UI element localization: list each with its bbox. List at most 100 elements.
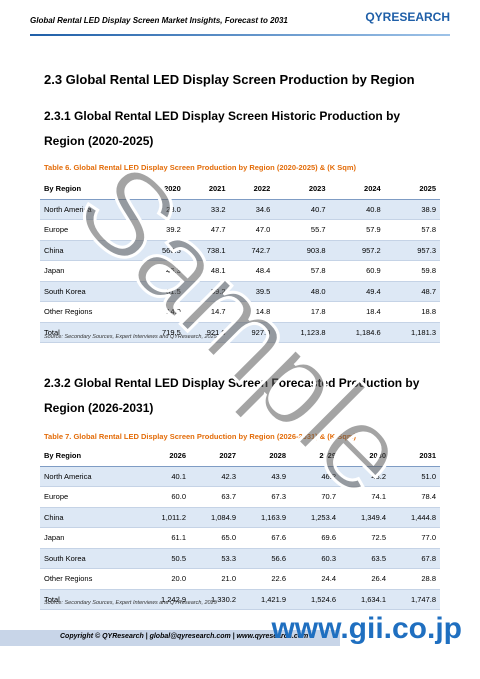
table-row: South Korea 31.5 39.2 39.5 48.0 49.4 48.7 bbox=[40, 281, 440, 302]
column-header: By Region bbox=[40, 446, 140, 467]
cell: 50.5 bbox=[140, 548, 190, 569]
cell: 56.6 bbox=[240, 548, 290, 569]
column-header: 2030 bbox=[340, 446, 390, 467]
cell: 1,242.9 bbox=[140, 589, 190, 610]
cell: 65.0 bbox=[190, 527, 240, 549]
header-title: Global Rental LED Display Screen Market … bbox=[30, 16, 288, 25]
cell: 70.7 bbox=[290, 486, 340, 508]
cell: 67.6 bbox=[240, 527, 290, 549]
cell: 59.8 bbox=[384, 260, 440, 282]
cell: 67.3 bbox=[240, 486, 290, 508]
cell: 47.0 bbox=[229, 219, 275, 241]
cell: 48.4 bbox=[229, 260, 275, 282]
cell: 1,181.3 bbox=[384, 322, 440, 343]
cell: 14.0 bbox=[140, 301, 185, 323]
table-caption: Table 7. Global Rental LED Display Scree… bbox=[44, 432, 357, 441]
cell: 1,184.6 bbox=[329, 322, 385, 343]
cell: 39.5 bbox=[229, 281, 275, 302]
header-rule bbox=[30, 34, 450, 36]
cell: 1,421.9 bbox=[240, 589, 290, 610]
cell: 55.7 bbox=[274, 219, 330, 241]
cell: 927.0 bbox=[229, 322, 275, 343]
row-label: Other Regions bbox=[40, 568, 140, 590]
header-row: By Region 2026 2027 2028 2029 2030 2031 bbox=[40, 446, 440, 467]
row-label: China bbox=[40, 240, 140, 261]
column-header: By Region bbox=[40, 179, 140, 200]
table-body: By Region 2020 2021 2022 2023 2024 2025 North A… bbox=[40, 179, 440, 343]
cell: 51.0 bbox=[390, 466, 440, 487]
cell: 39.2 bbox=[140, 219, 185, 241]
cell: 63.7 bbox=[190, 486, 240, 508]
table-row: Total 1,242.9 1,330.2 1,421.9 1,524.6 1,634.1… bbox=[40, 589, 440, 610]
cell: 17.8 bbox=[274, 301, 330, 323]
column-header: 2029 bbox=[290, 446, 340, 467]
subsection-heading: 2.3.1 Global Rental LED Display Screen H… bbox=[44, 109, 401, 148]
cell: 1,011.2 bbox=[140, 507, 190, 528]
table-row: Europe 60.0 63.7 67.3 70.7 74.1 78.4 bbox=[40, 486, 440, 508]
cell: 33.2 bbox=[184, 199, 230, 220]
cell: 57.9 bbox=[329, 219, 385, 241]
row-label: Total bbox=[40, 589, 140, 610]
cell: 21.0 bbox=[190, 568, 240, 590]
cell: 14.8 bbox=[229, 301, 275, 323]
cell: 63.5 bbox=[340, 548, 390, 569]
cell: 20.0 bbox=[140, 568, 190, 590]
table-row: Other Regions 14.0 14.7 14.8 17.8 18.4 18.8 bbox=[40, 301, 440, 323]
cell: 719.5 bbox=[140, 322, 185, 343]
table: By Region 2026 2027 2028 2029 2030 2031 North A… bbox=[40, 446, 440, 610]
column-header: 2022 bbox=[229, 179, 275, 200]
cell: 1,084.9 bbox=[190, 507, 240, 528]
cell: 1,634.1 bbox=[340, 589, 390, 610]
footer-bar bbox=[0, 630, 340, 646]
column-header: 2024 bbox=[329, 179, 385, 200]
cell: 40.7 bbox=[274, 199, 330, 220]
cell: 903.8 bbox=[274, 240, 330, 261]
cell: 40.1 bbox=[140, 466, 190, 487]
column-header: 2027 bbox=[190, 446, 240, 467]
table-caption: Table 6. Global Rental LED Display Scree… bbox=[44, 163, 357, 172]
row-label: North America bbox=[40, 466, 140, 487]
cell: 1,163.9 bbox=[240, 507, 290, 528]
column-header: 2023 bbox=[274, 179, 330, 200]
column-header: 2031 bbox=[390, 446, 440, 467]
cell: 24.4 bbox=[290, 568, 340, 590]
cell: 49.4 bbox=[329, 281, 385, 302]
cell: 48.0 bbox=[274, 281, 330, 302]
table-row: Europe 39.2 47.7 47.0 55.7 57.9 57.8 bbox=[40, 219, 440, 241]
column-header: 2020 bbox=[140, 179, 185, 200]
cell: 1,747.8 bbox=[390, 589, 440, 610]
table-row: Japan 46.3 48.1 48.4 57.8 60.9 59.8 bbox=[40, 260, 440, 282]
cell: 22.6 bbox=[240, 568, 290, 590]
section-heading: 2.3 Global Rental LED Display Screen Pro… bbox=[44, 72, 415, 87]
cell: 72.5 bbox=[340, 527, 390, 549]
row-label: South Korea bbox=[40, 281, 140, 302]
table-row: Japan 61.1 65.0 67.6 69.6 72.5 77.0 bbox=[40, 527, 440, 549]
row-label: North America bbox=[40, 199, 140, 220]
table-row: Total 719.5 921.0 927.0 1,123.8 1,184.6 1,181.… bbox=[40, 322, 440, 343]
cell: 28.8 bbox=[390, 568, 440, 590]
cell: 78.4 bbox=[390, 486, 440, 508]
table-row: South Korea 50.5 53.3 56.6 60.3 63.5 67.8 bbox=[40, 548, 440, 569]
watermark-site: www.gii.co.jp bbox=[271, 612, 462, 645]
table: By Region 2020 2021 2022 2023 2024 2025 North A… bbox=[40, 179, 440, 343]
cell: 1,123.8 bbox=[274, 322, 330, 343]
cell: 60.0 bbox=[140, 486, 190, 508]
cell: 560.5 bbox=[140, 240, 185, 261]
cell: 742.7 bbox=[229, 240, 275, 261]
cell: 34.6 bbox=[229, 199, 275, 220]
cell: 1,349.4 bbox=[340, 507, 390, 528]
table-row: China 560.5 738.1 742.7 903.8 957.2 957.3 bbox=[40, 240, 440, 261]
table-row: Other Regions 20.0 21.0 22.6 24.4 26.4 28.8 bbox=[40, 568, 440, 590]
source-note: Source: Secondary Sources, Expert Interv… bbox=[44, 334, 217, 340]
cell: 48.2 bbox=[340, 466, 390, 487]
cell: 48.7 bbox=[384, 281, 440, 302]
column-header: 2026 bbox=[140, 446, 190, 467]
cell: 1,444.8 bbox=[390, 507, 440, 528]
cell: 60.9 bbox=[329, 260, 385, 282]
row-label: Japan bbox=[40, 260, 140, 282]
cell: 18.4 bbox=[329, 301, 385, 323]
logo-text: QYRESEARCH bbox=[365, 10, 450, 24]
cell: 921.0 bbox=[184, 322, 230, 343]
cell: 69.6 bbox=[290, 527, 340, 549]
